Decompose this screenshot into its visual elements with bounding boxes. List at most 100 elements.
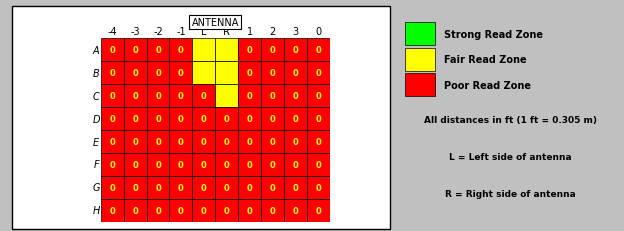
Text: 0: 0 [155, 46, 161, 55]
Text: 0: 0 [155, 115, 161, 124]
Text: 0: 0 [132, 46, 138, 55]
Bar [100, 108, 124, 131]
Bar [124, 176, 147, 199]
Text: 0: 0 [270, 183, 275, 192]
Text: H: H [92, 205, 100, 215]
Bar [406, 23, 435, 46]
Text: 1: 1 [246, 27, 253, 36]
Bar [170, 108, 192, 131]
Text: 0: 0 [224, 206, 230, 215]
Text: 0: 0 [293, 206, 298, 215]
Bar [124, 39, 147, 62]
Bar [284, 39, 307, 62]
Bar [100, 131, 124, 153]
Bar [406, 74, 435, 97]
Bar [284, 176, 307, 199]
Text: -2: -2 [153, 27, 163, 36]
Text: 0: 0 [201, 92, 207, 101]
Text: 0: 0 [316, 183, 321, 192]
Bar [170, 62, 192, 85]
Text: 11: 11 [198, 69, 210, 78]
Text: 0: 0 [270, 160, 275, 169]
Bar [238, 131, 261, 153]
Bar [215, 62, 238, 85]
Text: 0: 0 [224, 115, 230, 124]
Bar [192, 62, 215, 85]
Text: 0: 0 [224, 160, 230, 169]
Bar [147, 199, 170, 222]
Bar [238, 108, 261, 131]
Bar [238, 85, 261, 108]
Text: ANTENNA: ANTENNA [192, 18, 239, 28]
Text: 0: 0 [315, 27, 321, 36]
Bar [238, 199, 261, 222]
Text: 0: 0 [224, 137, 230, 146]
Text: 0: 0 [316, 46, 321, 55]
Bar [261, 62, 284, 85]
Text: 0: 0 [246, 92, 253, 101]
Text: D: D [92, 114, 100, 124]
Text: 0: 0 [178, 92, 184, 101]
Text: 0: 0 [109, 46, 115, 55]
Text: 0: 0 [270, 92, 275, 101]
Text: 0: 0 [132, 137, 138, 146]
Text: 18: 18 [221, 92, 233, 101]
Bar [147, 153, 170, 176]
Text: 0: 0 [155, 92, 161, 101]
Text: 0: 0 [109, 206, 115, 215]
Text: 0: 0 [201, 115, 207, 124]
Text: 0: 0 [293, 46, 298, 55]
Bar [170, 199, 192, 222]
Bar [307, 108, 330, 131]
Text: 0: 0 [293, 92, 298, 101]
Text: -4: -4 [107, 27, 117, 36]
Bar [215, 199, 238, 222]
Bar [307, 39, 330, 62]
Text: 0: 0 [132, 69, 138, 78]
Text: 0: 0 [201, 137, 207, 146]
Bar [284, 131, 307, 153]
Text: 0: 0 [246, 206, 253, 215]
Text: 0: 0 [316, 69, 321, 78]
Bar [261, 199, 284, 222]
Bar [170, 176, 192, 199]
Text: F: F [94, 160, 99, 170]
Text: 0: 0 [155, 206, 161, 215]
Bar [215, 131, 238, 153]
Bar [147, 85, 170, 108]
Bar [238, 62, 261, 85]
Text: 0: 0 [293, 160, 298, 169]
Text: 0: 0 [246, 69, 253, 78]
Text: 0: 0 [178, 69, 184, 78]
Bar [307, 176, 330, 199]
Text: 0: 0 [109, 115, 115, 124]
Text: 0: 0 [178, 183, 184, 192]
Bar [124, 108, 147, 131]
Bar [124, 62, 147, 85]
Text: A: A [93, 46, 99, 56]
Text: 0: 0 [246, 137, 253, 146]
Text: L: L [201, 27, 207, 36]
Bar [238, 153, 261, 176]
Bar [307, 62, 330, 85]
Bar [261, 131, 284, 153]
Bar [100, 39, 124, 62]
Bar [406, 49, 435, 72]
Text: 0: 0 [178, 206, 184, 215]
Text: 0: 0 [201, 160, 207, 169]
Bar [124, 85, 147, 108]
Text: 0: 0 [155, 137, 161, 146]
Text: 10: 10 [221, 46, 233, 55]
Bar [192, 176, 215, 199]
Text: 0: 0 [132, 183, 138, 192]
Bar [192, 153, 215, 176]
Text: 0: 0 [155, 69, 161, 78]
Text: 0: 0 [132, 206, 138, 215]
Bar [147, 131, 170, 153]
Bar [215, 108, 238, 131]
Text: 0: 0 [109, 92, 115, 101]
Bar [147, 108, 170, 131]
Text: E: E [93, 137, 99, 147]
Bar [261, 85, 284, 108]
Bar [307, 131, 330, 153]
